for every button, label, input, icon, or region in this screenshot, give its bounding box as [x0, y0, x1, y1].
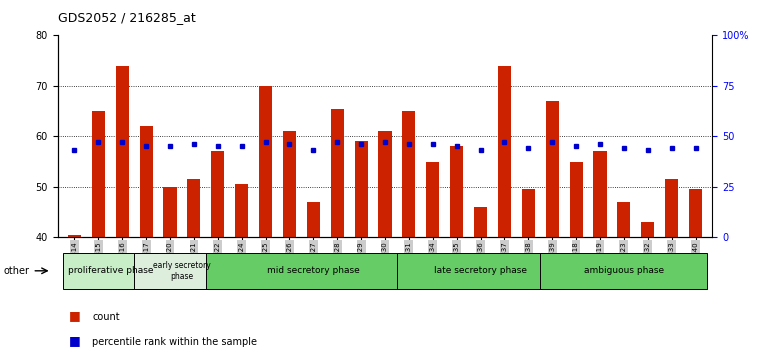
Bar	[139, 126, 152, 354]
Text: percentile rank within the sample: percentile rank within the sample	[92, 337, 257, 347]
Bar	[62, 253, 158, 289]
Bar	[134, 253, 229, 289]
Bar	[378, 131, 392, 354]
Text: proliferative phase: proliferative phase	[68, 266, 153, 275]
Bar	[402, 111, 416, 354]
Bar	[427, 161, 440, 354]
Text: other: other	[4, 266, 30, 276]
Text: ambiguous phase: ambiguous phase	[584, 266, 664, 275]
Bar	[541, 253, 708, 289]
Bar	[211, 152, 224, 354]
Text: early secretory
phase: early secretory phase	[153, 261, 211, 281]
Bar	[163, 187, 176, 354]
Bar	[259, 86, 272, 354]
Bar	[397, 253, 564, 289]
Bar	[92, 111, 105, 354]
Bar	[354, 141, 368, 354]
Bar	[570, 161, 583, 354]
Bar	[206, 253, 421, 289]
Bar	[187, 179, 200, 354]
Bar	[450, 147, 464, 354]
Text: GDS2052 / 216285_at: GDS2052 / 216285_at	[58, 11, 196, 24]
Bar	[594, 152, 607, 354]
Text: mid secretory phase: mid secretory phase	[267, 266, 360, 275]
Bar	[618, 202, 631, 354]
Text: late secretory phase: late secretory phase	[434, 266, 527, 275]
Bar	[116, 66, 129, 354]
Bar	[330, 109, 343, 354]
Text: ■: ■	[69, 309, 81, 322]
Bar	[522, 189, 535, 354]
Bar	[498, 66, 511, 354]
Bar	[283, 131, 296, 354]
Bar	[665, 179, 678, 354]
Text: ■: ■	[69, 334, 81, 347]
Bar	[68, 235, 81, 354]
Bar	[474, 207, 487, 354]
Bar	[641, 222, 654, 354]
Bar	[235, 184, 248, 354]
Text: count: count	[92, 312, 120, 322]
Bar	[306, 202, 320, 354]
Bar	[689, 189, 702, 354]
Bar	[546, 101, 559, 354]
